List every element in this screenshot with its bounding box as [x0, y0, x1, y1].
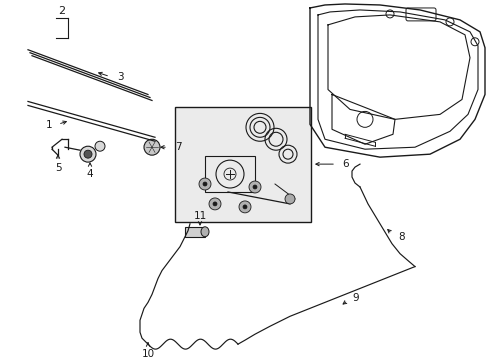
Circle shape — [239, 201, 250, 213]
Text: 2: 2 — [59, 6, 65, 16]
Text: 8: 8 — [397, 232, 404, 242]
Bar — [184, 227, 204, 237]
Circle shape — [80, 146, 96, 162]
Text: 5: 5 — [55, 163, 61, 173]
Text: 1: 1 — [45, 120, 52, 130]
Circle shape — [203, 182, 206, 186]
Circle shape — [213, 202, 217, 206]
Circle shape — [285, 194, 294, 204]
Circle shape — [252, 185, 257, 189]
Circle shape — [84, 150, 92, 158]
Circle shape — [199, 178, 210, 190]
Ellipse shape — [201, 227, 208, 237]
Text: 10: 10 — [141, 349, 154, 359]
Circle shape — [248, 181, 261, 193]
Text: 3: 3 — [117, 72, 123, 82]
Text: 4: 4 — [86, 169, 93, 179]
Circle shape — [143, 139, 160, 155]
Text: 7: 7 — [175, 142, 181, 152]
Circle shape — [95, 141, 105, 151]
Bar — [204, 156, 254, 192]
Circle shape — [208, 198, 221, 210]
Text: 11: 11 — [193, 211, 206, 221]
Circle shape — [243, 205, 246, 209]
Text: 6: 6 — [341, 159, 348, 169]
Text: 9: 9 — [351, 293, 358, 303]
Bar — [175, 107, 310, 222]
